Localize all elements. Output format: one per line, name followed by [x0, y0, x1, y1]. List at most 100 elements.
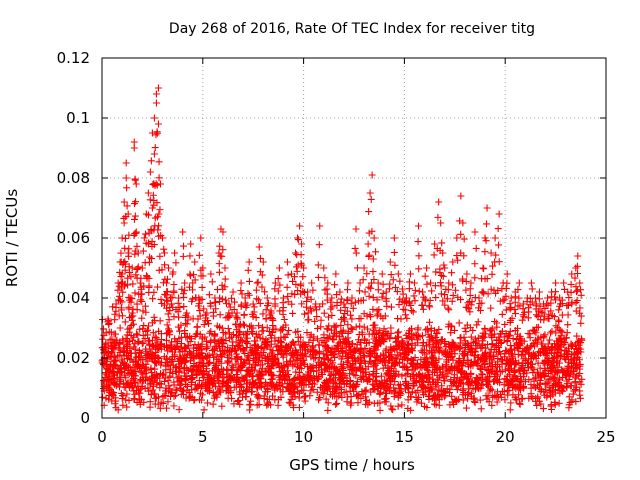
data-point: [128, 295, 136, 303]
data-point: [384, 330, 392, 338]
data-point: [438, 371, 446, 379]
data-point: [199, 264, 207, 272]
data-point: [176, 377, 184, 385]
data-point: [369, 255, 377, 263]
data-point: [571, 386, 579, 394]
data-point: [296, 222, 304, 230]
data-series-roti: [100, 84, 585, 386]
data-point: [556, 376, 564, 384]
data-point: [265, 362, 273, 370]
data-point: [519, 347, 527, 355]
data-point: [256, 268, 264, 276]
data-point: [334, 348, 342, 356]
data-point: [121, 266, 129, 274]
data-point: [344, 321, 352, 329]
data-point: [142, 352, 150, 360]
data-point: [533, 401, 541, 409]
data-point: [344, 279, 352, 287]
data-point: [283, 283, 291, 291]
data-point: [126, 294, 134, 302]
data-point: [261, 344, 269, 352]
data-point: [314, 261, 322, 269]
data-point: [180, 386, 188, 394]
data-point: [526, 334, 534, 342]
data-point: [221, 283, 229, 291]
data-point: [229, 338, 237, 346]
data-point: [138, 340, 146, 348]
data-point: [327, 298, 335, 306]
data-point: [332, 367, 340, 375]
data-point: [199, 272, 207, 280]
data-point: [275, 264, 283, 272]
data-point: [255, 322, 263, 330]
data-point: [136, 389, 144, 397]
data-point: [145, 274, 153, 282]
data-point: [343, 339, 351, 347]
data-point: [281, 376, 289, 384]
data-point: [495, 343, 503, 351]
data-point: [183, 354, 191, 362]
data-point: [500, 381, 508, 389]
data-point: [156, 384, 164, 392]
data-point: [105, 384, 113, 392]
data-point: [451, 326, 459, 334]
data-point: [216, 242, 224, 250]
data-point: [539, 309, 547, 317]
data-point: [204, 399, 212, 407]
data-point: [151, 214, 159, 222]
data-point: [255, 243, 263, 251]
data-point: [174, 299, 182, 307]
data-point: [236, 388, 244, 396]
data-point: [478, 299, 486, 307]
data-point: [387, 271, 395, 279]
data-point: [502, 284, 510, 292]
data-point: [525, 394, 533, 402]
data-point: [191, 381, 199, 389]
data-point: [488, 270, 496, 278]
data-point: [146, 398, 154, 406]
data-point: [153, 381, 161, 389]
data-point: [131, 289, 139, 297]
data-point: [539, 405, 547, 413]
data-point: [324, 399, 332, 407]
data-point: [123, 331, 131, 339]
data-point: [173, 342, 181, 350]
data-point: [227, 376, 235, 384]
data-point: [345, 351, 353, 359]
data-point: [507, 350, 515, 358]
data-point: [567, 370, 575, 378]
data-point: [148, 336, 156, 344]
data-point: [480, 265, 488, 273]
data-point: [571, 274, 579, 282]
data-point: [483, 366, 491, 374]
data-point: [370, 276, 378, 284]
data-point: [155, 327, 163, 335]
data-point: [534, 351, 542, 359]
data-point: [208, 367, 216, 375]
data-point: [181, 372, 189, 380]
data-point: [501, 396, 509, 404]
data-point: [564, 321, 572, 329]
data-point: [529, 326, 537, 334]
data-point: [262, 306, 270, 314]
data-point: [248, 387, 256, 395]
data-point: [247, 400, 255, 408]
data-point: [426, 383, 434, 391]
data-point: [155, 210, 163, 218]
data-point: [432, 294, 440, 302]
data-point: [369, 268, 377, 276]
data-point: [514, 330, 522, 338]
data-point: [352, 372, 360, 380]
data-point: [414, 238, 422, 246]
data-point: [281, 370, 289, 378]
data-point: [487, 326, 495, 334]
data-point: [478, 288, 486, 296]
data-point: [414, 386, 422, 394]
data-point: [415, 287, 423, 295]
data-point: [235, 341, 243, 349]
data-point: [260, 395, 268, 403]
data-point: [544, 379, 552, 387]
data-point: [399, 339, 407, 347]
data-point: [137, 376, 145, 384]
data-point: [229, 364, 237, 372]
